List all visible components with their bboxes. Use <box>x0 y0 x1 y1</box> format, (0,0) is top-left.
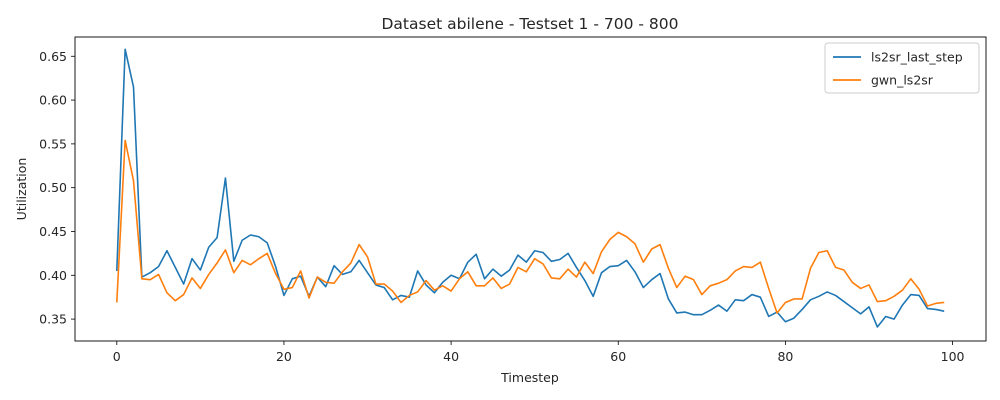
y-axis-ticks: 0.35 0.40 0.45 0.50 0.55 0.60 0.65 <box>39 49 75 327</box>
legend-label-gwn-ls2sr: gwn_ls2sr <box>871 73 934 88</box>
x-tick-label: 20 <box>276 349 292 364</box>
y-tick-label: 0.60 <box>39 93 67 108</box>
x-tick-label: 80 <box>777 349 793 364</box>
series-line-gwn-ls2sr <box>115 139 945 314</box>
y-tick-label: 0.65 <box>39 49 67 64</box>
legend-label-ls2sr-last-step: ls2sr_last_step <box>871 50 963 65</box>
legend: ls2sr_last_step gwn_ls2sr <box>824 42 980 94</box>
legend-box <box>824 42 980 94</box>
y-tick-label: 0.55 <box>39 136 67 151</box>
y-tick-label: 0.35 <box>39 312 67 327</box>
y-tick-label: 0.40 <box>39 268 67 283</box>
x-tick-label: 40 <box>443 349 459 364</box>
x-axis-label: Timestep <box>500 370 559 385</box>
series-line-ls2sr-last-step <box>115 48 945 328</box>
y-tick-label: 0.45 <box>39 224 67 239</box>
y-axis-label: Utilization <box>14 158 29 221</box>
plot-lines <box>115 48 945 328</box>
y-tick-label: 0.50 <box>39 180 67 195</box>
plot-frame <box>74 36 987 342</box>
x-tick-label: 0 <box>113 349 121 364</box>
chart-title: Dataset abilene - Testset 1 - 700 - 800 <box>382 15 679 33</box>
x-tick-label: 100 <box>941 349 965 364</box>
x-tick-label: 60 <box>610 349 626 364</box>
x-axis-ticks: 0 20 40 60 80 100 <box>113 341 965 364</box>
